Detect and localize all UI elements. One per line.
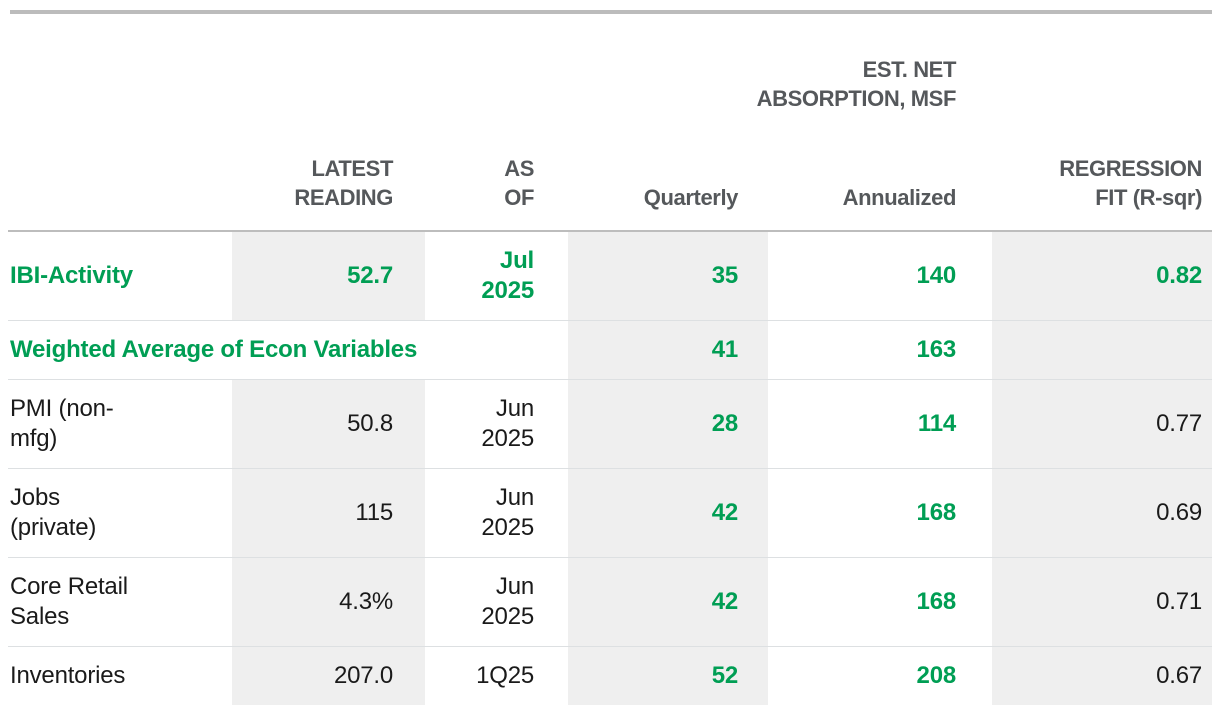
- header-group-row: EST. NET ABSORPTION, MSF: [8, 14, 1212, 113]
- cell-quarterly: 41: [568, 320, 768, 380]
- cell-regression-fit: 0.69: [992, 468, 1212, 558]
- cell-indicator: Weighted Average of Econ Variables: [10, 336, 418, 363]
- table-body: IBI-Activity 52.7 Jul 2025 35 140 0.82 Weighte…: [8, 231, 1212, 705]
- column-header-quarterly: Quarterly: [643, 185, 739, 210]
- column-header-as-of: AS OF: [504, 156, 534, 210]
- cell-as-of: Jul 2025: [481, 247, 534, 304]
- column-group-est-net-absorption: EST. NET ABSORPTION, MSF: [756, 57, 957, 111]
- cell-annualized: 208: [916, 662, 957, 689]
- column-header-annualized: Annualized: [842, 185, 957, 210]
- column-header-latest-reading: LATEST READING: [294, 156, 393, 210]
- indicators-table: EST. NET ABSORPTION, MSF LATEST READING …: [8, 14, 1212, 705]
- table-row: Jobs (private) 115 Jun 2025 42 168 0.69: [8, 468, 1212, 558]
- cell-quarterly: 52: [568, 646, 768, 705]
- cell-as-of: Jun 2025: [481, 484, 534, 541]
- cell-indicator: Jobs (private): [10, 484, 97, 541]
- cell-indicator: IBI-Activity: [10, 262, 133, 289]
- cell-annualized: 163: [916, 336, 957, 363]
- table-row: Weighted Average of Econ Variables 41 163: [8, 320, 1212, 380]
- cell-as-of: 1Q25: [476, 662, 534, 689]
- cell-latest-reading: 207.0: [232, 646, 425, 705]
- cell-annualized: 140: [916, 262, 957, 289]
- cell-indicator: PMI (non- mfg): [10, 395, 114, 452]
- cell-latest-reading: 52.7: [232, 231, 425, 321]
- cell-regression-fit: 0.71: [992, 557, 1212, 647]
- top-rule: [10, 10, 1212, 14]
- table-row: Core Retail Sales 4.3% Jun 2025 42 168 0.71: [8, 557, 1212, 647]
- cell-annualized: 168: [916, 499, 957, 526]
- cell-annualized: 168: [916, 588, 957, 615]
- header-spacer: [8, 14, 232, 113]
- header-spacer: [425, 14, 568, 113]
- cell-indicator: Inventories: [10, 662, 126, 689]
- cell-as-of: Jun 2025: [481, 395, 534, 452]
- table-row: PMI (non- mfg) 50.8 Jun 2025 28 114 0.77: [8, 379, 1212, 469]
- cell-annualized: 114: [917, 410, 956, 437]
- cell-regression-fit: 0.82: [992, 231, 1212, 321]
- table-row: Inventories 207.0 1Q25 52 208 0.67: [8, 646, 1212, 705]
- cell-regression-fit: [992, 320, 1212, 380]
- cell-regression-fit: 0.67: [992, 646, 1212, 705]
- cell-as-of: Jun 2025: [481, 573, 534, 630]
- cell-quarterly: 42: [568, 468, 768, 558]
- cell-quarterly: 42: [568, 557, 768, 647]
- cell-latest-reading: 115: [232, 468, 425, 558]
- column-header-regression-fit: REGRESSION FIT (R-sqr): [1059, 156, 1202, 210]
- cell-latest-reading: 4.3%: [232, 557, 425, 647]
- cell-latest-reading: 50.8: [232, 379, 425, 469]
- cell-regression-fit: 0.77: [992, 379, 1212, 469]
- header-spacer: [232, 14, 425, 113]
- cell-quarterly: 35: [568, 231, 768, 321]
- header-spacer: [992, 14, 1212, 113]
- header-row: LATEST READING AS OF Quarterly Annualize…: [8, 113, 1212, 231]
- table-row: IBI-Activity 52.7 Jul 2025 35 140 0.82: [8, 231, 1212, 321]
- table-header: EST. NET ABSORPTION, MSF LATEST READING …: [8, 14, 1212, 231]
- cell-indicator: Core Retail Sales: [10, 573, 128, 630]
- cell-quarterly: 28: [568, 379, 768, 469]
- column-header-indicator: [8, 113, 232, 231]
